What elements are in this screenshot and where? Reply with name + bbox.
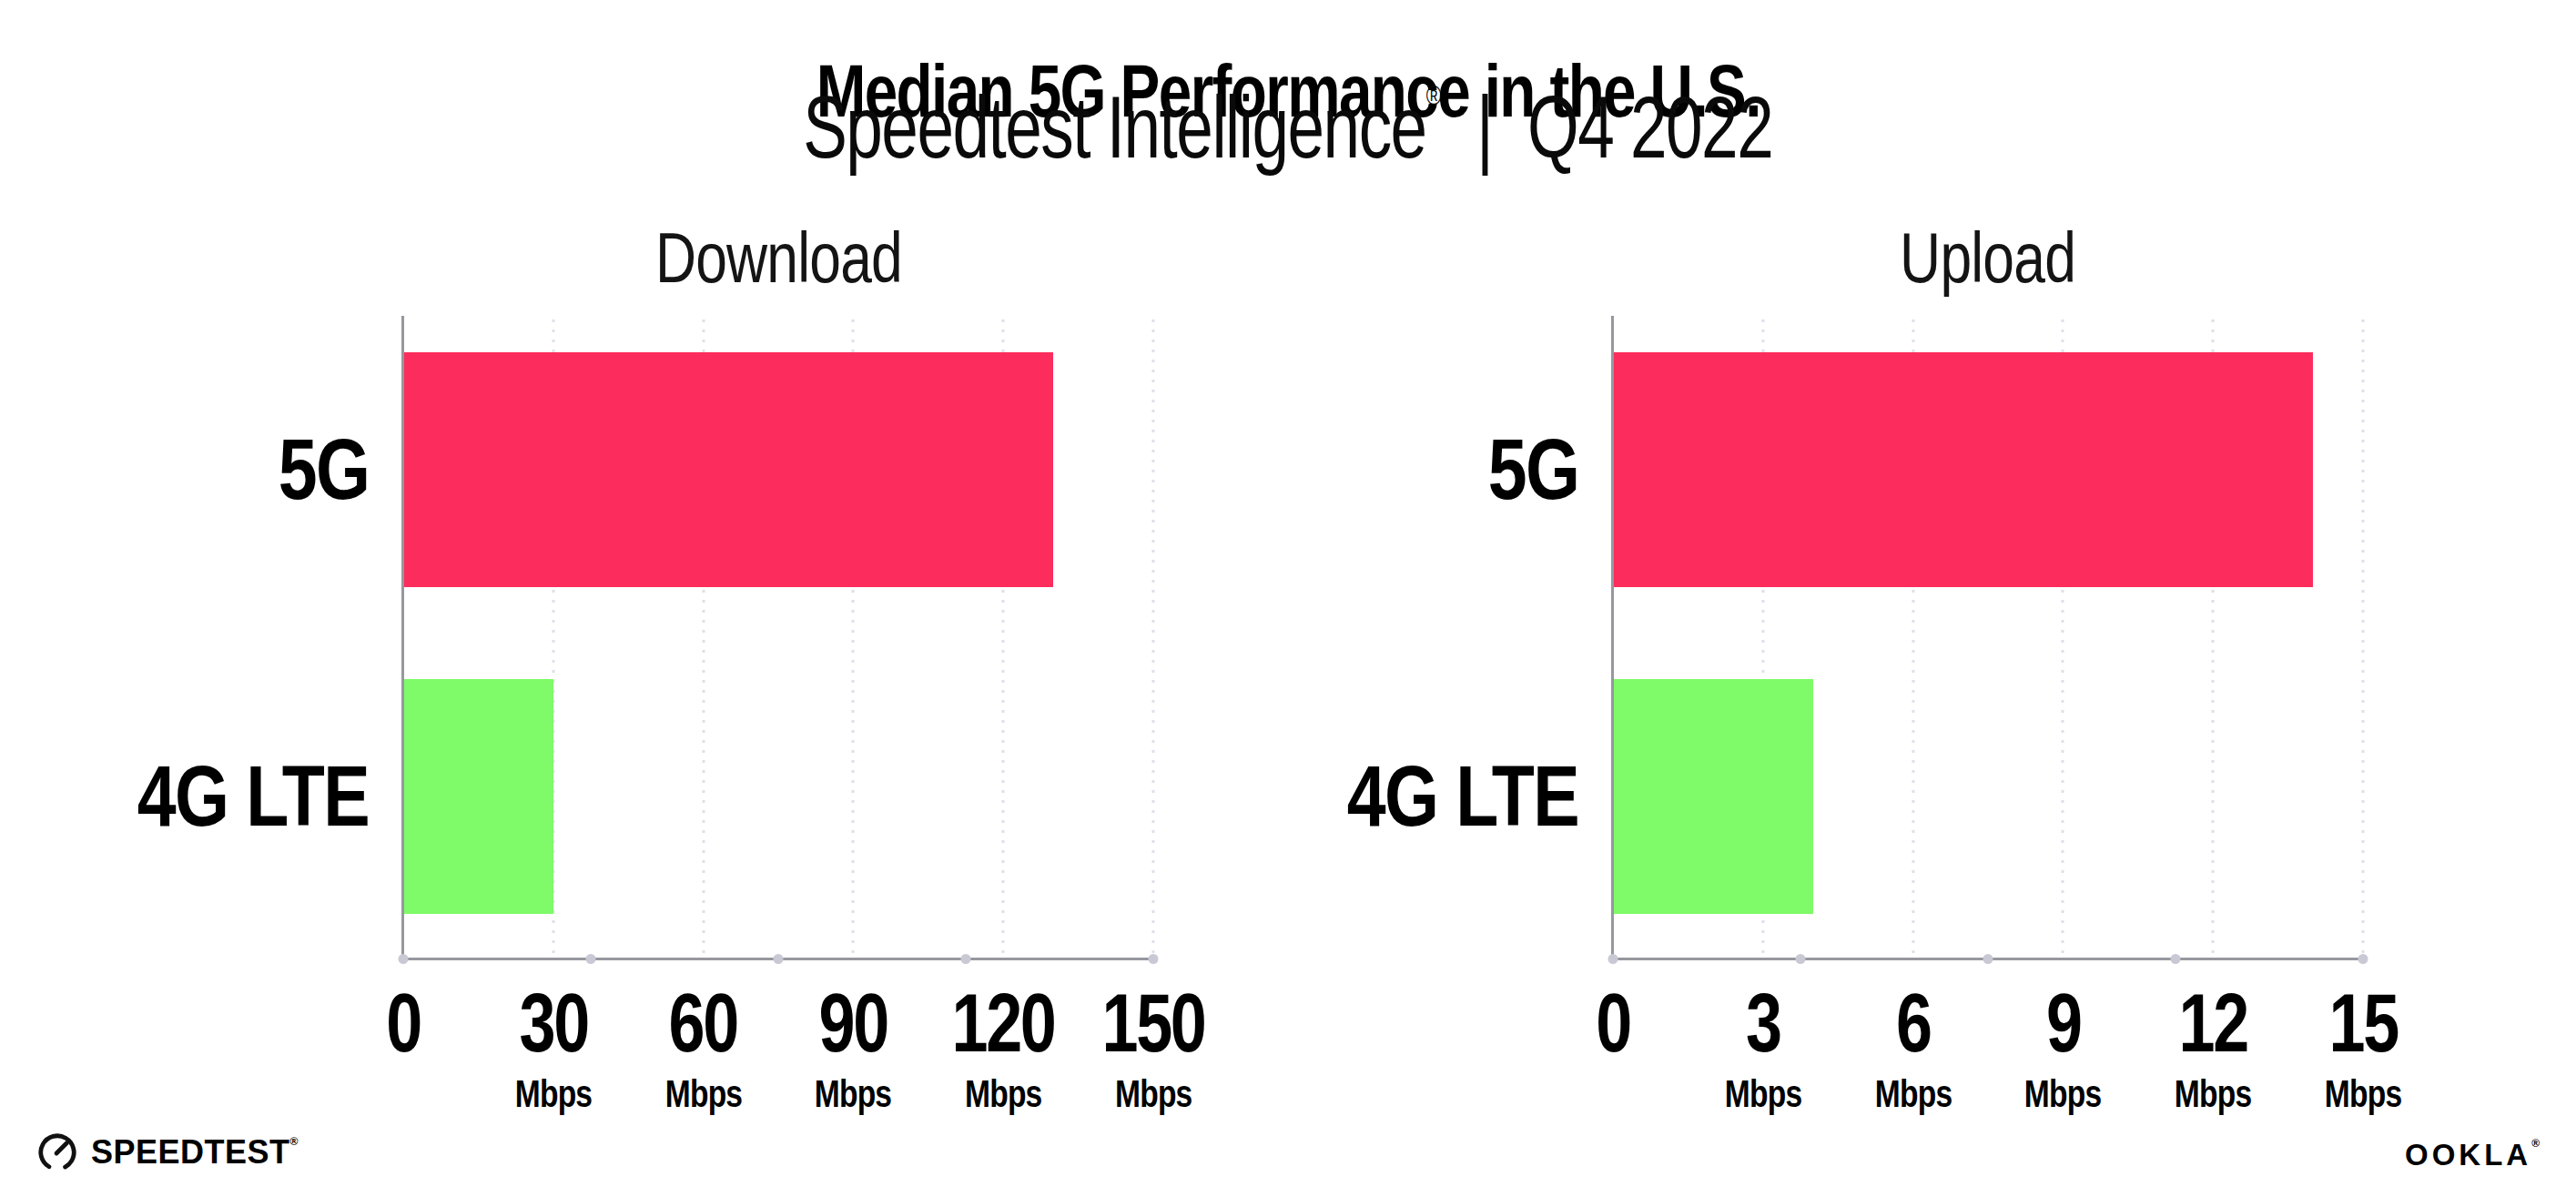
gridline-15 bbox=[2362, 316, 2365, 959]
tick-unit: Mbps bbox=[655, 1075, 752, 1113]
chart-upload: Upload 5G4G LTE 03Mbps6Mbps9Mbps12Mbps15… bbox=[1613, 316, 2363, 959]
chart-title: Download bbox=[349, 216, 1208, 299]
tick-label-15: 15 Mbps bbox=[2315, 982, 2411, 1113]
tick-value: 0 bbox=[381, 982, 424, 1064]
y-axis-line bbox=[401, 316, 404, 959]
tick-value: 90 bbox=[806, 982, 902, 1064]
speedtest-logo: SPEEDTEST® bbox=[36, 1131, 299, 1173]
ookla-wordmark: OOKLA® bbox=[2405, 1138, 2543, 1170]
infographic: Median 5G Performance in the U.S. Speedt… bbox=[0, 0, 2576, 1197]
tick-unit: Mbps bbox=[2165, 1075, 2261, 1113]
tick-value: 12 bbox=[2165, 982, 2261, 1064]
tick-value: 0 bbox=[1591, 982, 1634, 1064]
category-label-4g-lte: 4G LTE bbox=[1296, 754, 1578, 839]
tick-unit: Mbps bbox=[2315, 1075, 2411, 1113]
category-label-4g-lte: 4G LTE bbox=[86, 754, 369, 839]
gridline-150 bbox=[1152, 316, 1155, 959]
subtitle: Speedtest Intelligence® | Q4 2022 bbox=[0, 78, 2576, 177]
tick-unit: Mbps bbox=[1865, 1075, 1962, 1113]
bar-4g-lte bbox=[403, 679, 553, 914]
y-axis-line bbox=[1611, 316, 1614, 959]
tick-label-150: 150 Mbps bbox=[1089, 982, 1217, 1113]
tick-label-0: 0 bbox=[381, 982, 424, 1064]
tick-unit: Mbps bbox=[2015, 1075, 2112, 1113]
axis-dot bbox=[1608, 954, 1618, 964]
axis-dot bbox=[586, 954, 596, 964]
tick-value: 60 bbox=[655, 982, 752, 1064]
tick-label-90: 90 Mbps bbox=[806, 982, 902, 1113]
subtitle-brand: Speedtest Intelligence bbox=[803, 78, 1426, 176]
tick-unit: Mbps bbox=[806, 1075, 902, 1113]
axis-dot bbox=[399, 954, 409, 964]
tick-label-9: 9 Mbps bbox=[2015, 982, 2112, 1113]
tick-label-120: 120 Mbps bbox=[939, 982, 1068, 1113]
tick-unit: Mbps bbox=[939, 1075, 1068, 1113]
chart-title-text: Download bbox=[654, 216, 901, 299]
speedtest-registered-mark: ® bbox=[290, 1135, 299, 1148]
tick-label-60: 60 Mbps bbox=[655, 982, 752, 1113]
speedtest-wordmark: SPEEDTEST® bbox=[91, 1136, 299, 1169]
chart-title: Upload bbox=[1558, 216, 2418, 299]
ookla-registered-mark: ® bbox=[2531, 1137, 2543, 1150]
speedtest-gauge-icon bbox=[36, 1131, 78, 1173]
tick-value: 3 bbox=[1715, 982, 1811, 1064]
subtitle-period: Q4 2022 bbox=[1527, 78, 1772, 176]
tick-unit: Mbps bbox=[505, 1075, 602, 1113]
axis-dot bbox=[1149, 954, 1159, 964]
tick-value: 9 bbox=[2015, 982, 2112, 1064]
tick-value: 30 bbox=[505, 982, 602, 1064]
bar-4g-lte bbox=[1613, 679, 1813, 914]
tick-label-12: 12 Mbps bbox=[2165, 982, 2261, 1113]
tick-value: 15 bbox=[2315, 982, 2411, 1064]
tick-unit: Mbps bbox=[1089, 1075, 1217, 1113]
chart-title-text: Upload bbox=[1901, 216, 2076, 299]
axis-dot bbox=[961, 954, 971, 964]
tick-unit: Mbps bbox=[1715, 1075, 1811, 1113]
tick-value: 6 bbox=[1865, 982, 1962, 1064]
tick-label-6: 6 Mbps bbox=[1865, 982, 1962, 1113]
chart-download: Download 5G4G LTE 030Mbps60Mbps90Mbps120… bbox=[403, 316, 1153, 959]
category-label-5g: 5G bbox=[1468, 427, 1578, 512]
axis-dot bbox=[2358, 954, 2368, 964]
bar-5g bbox=[1613, 352, 2313, 587]
axis-dot bbox=[1796, 954, 1806, 964]
tick-label-30: 30 Mbps bbox=[505, 982, 602, 1113]
tick-value: 150 bbox=[1089, 982, 1217, 1064]
tick-value: 120 bbox=[939, 982, 1068, 1064]
subtitle-divider: | bbox=[1459, 78, 1511, 176]
axis-dot bbox=[2171, 954, 2181, 964]
bar-5g bbox=[403, 352, 1053, 587]
axis-dot bbox=[1983, 954, 1993, 964]
tick-label-3: 3 Mbps bbox=[1715, 982, 1811, 1113]
category-label-5g: 5G bbox=[259, 427, 369, 512]
axis-dot bbox=[774, 954, 784, 964]
registered-mark: ® bbox=[1426, 80, 1442, 110]
tick-label-0: 0 bbox=[1591, 982, 1634, 1064]
